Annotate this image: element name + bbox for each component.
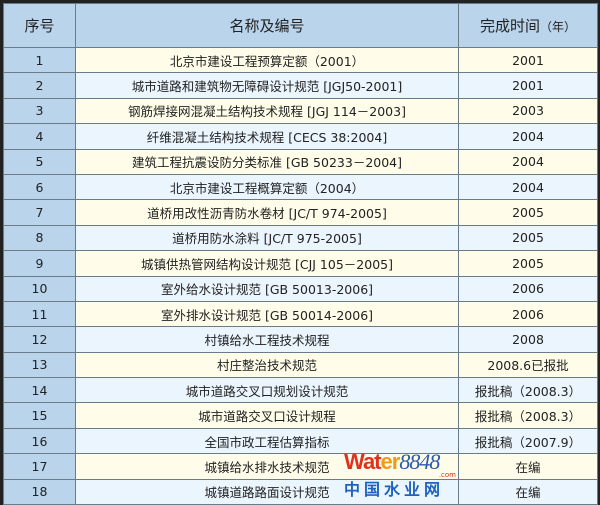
cell-name: 城市道路交叉口规划设计规范 (75, 377, 459, 404)
cell-name: 城市道路交叉口设计规程 (75, 402, 459, 429)
table-row: 2 城市道路和建筑物无障碍设计规范 [JGJ50-2001] 2001 (3, 72, 598, 99)
cell-name: 室外排水设计规范 [GB 50014-2006] (75, 300, 459, 328)
cell-no: 9 (3, 250, 76, 277)
cell-time: 2001 (458, 46, 598, 74)
cell-name: 城镇供热管网结构设计规范 [CJJ 105－2005] (75, 250, 459, 277)
cell-name: 纤维混凝土结构技术规程 [CECS 38:2004] (75, 123, 459, 150)
cell-no: 15 (3, 402, 76, 429)
cell-name: 建筑工程抗震设防分类标准 [GB 50233－2004] (75, 148, 459, 175)
cell-time: 2004 (458, 123, 598, 150)
table-row: 14 城市道路交叉口规划设计规范 报批稿（2008.3） (3, 377, 598, 404)
cell-time: 2001 (458, 72, 598, 99)
cell-time: 2004 (458, 173, 598, 201)
cell-time: 在编 (458, 478, 598, 505)
table-row: 17 城镇给水排水技术规范 在编 (3, 453, 598, 480)
cell-no: 7 (3, 199, 76, 226)
cell-no: 14 (3, 377, 76, 404)
table-row: 13 村庄整治技术规范 2008.6已报批 (3, 351, 598, 379)
header-no: 序号 (3, 3, 76, 48)
table-row: 8 道桥用防水涂料 [JC/T 975-2005] 2005 (3, 224, 598, 252)
cell-time: 2005 (458, 224, 598, 252)
cell-name: 道桥用防水涂料 [JC/T 975-2005] (75, 224, 459, 252)
cell-no: 2 (3, 72, 76, 99)
cell-no: 8 (3, 224, 76, 252)
cell-no: 4 (3, 123, 76, 150)
header-name: 名称及编号 (75, 3, 459, 48)
table-row: 9 城镇供热管网结构设计规范 [CJJ 105－2005] 2005 (3, 250, 598, 277)
cell-no: 12 (3, 326, 76, 353)
table-row: 15 城市道路交叉口设计规程 报批稿（2008.3） (3, 402, 598, 429)
cell-time: 在编 (458, 453, 598, 480)
cell-time: 2004 (458, 148, 598, 175)
table-row: 3 钢筋焊接网混凝土结构技术规程 [JGJ 114－2003] 2003 (3, 97, 598, 125)
cell-name: 北京市建设工程预算定额（2001） (75, 46, 459, 74)
cell-time: 2006 (458, 275, 598, 302)
table-row: 18 城镇道路路面设计规范 在编 (3, 478, 598, 505)
header-time: 完成时间（年） (458, 3, 598, 48)
table-row: 11 室外排水设计规范 [GB 50014-2006] 2006 (3, 300, 598, 328)
cell-no: 1 (3, 46, 76, 74)
cell-name: 全国市政工程估算指标 (75, 427, 459, 455)
cell-no: 13 (3, 351, 76, 379)
cell-time: 报批稿（2007.9） (458, 427, 598, 455)
cell-time: 2008.6已报批 (458, 351, 598, 379)
table-row: 1 北京市建设工程预算定额（2001） 2001 (3, 46, 598, 74)
table-row: 16 全国市政工程估算指标 报批稿（2007.9） (3, 427, 598, 455)
table-row: 7 道桥用改性沥青防水卷材 [JC/T 974-2005] 2005 (3, 199, 598, 226)
table-row: 10 室外给水设计规范 [GB 50013-2006] 2006 (3, 275, 598, 302)
table-row: 6 北京市建设工程概算定额（2004） 2004 (3, 173, 598, 201)
cell-name: 道桥用改性沥青防水卷材 [JC/T 974-2005] (75, 199, 459, 226)
cell-name: 城市道路和建筑物无障碍设计规范 [JGJ50-2001] (75, 72, 459, 99)
cell-name: 村镇给水工程技术规程 (75, 326, 459, 353)
cell-no: 18 (3, 478, 76, 505)
cell-no: 16 (3, 427, 76, 455)
cell-no: 11 (3, 300, 76, 328)
cell-name: 室外给水设计规范 [GB 50013-2006] (75, 275, 459, 302)
cell-name: 村庄整治技术规范 (75, 351, 459, 379)
cell-name: 北京市建设工程概算定额（2004） (75, 173, 459, 201)
cell-time: 2006 (458, 300, 598, 328)
cell-no: 3 (3, 97, 76, 125)
cell-time: 报批稿（2008.3） (458, 402, 598, 429)
cell-time: 2005 (458, 199, 598, 226)
header-time-label: 完成时间 (479, 17, 540, 35)
standards-table: 序号 名称及编号 完成时间（年） 1 北京市建设工程预算定额（2001） 2001 2… (3, 3, 598, 505)
cell-no: 6 (3, 173, 76, 201)
cell-time: 2008 (458, 326, 598, 353)
standards-table-frame: 序号 名称及编号 完成时间（年） 1 北京市建设工程预算定额（2001） 2001 2… (3, 3, 598, 505)
cell-time: 2003 (458, 97, 598, 125)
cell-time: 报批稿（2008.3） (458, 377, 598, 404)
table-row: 12 村镇给水工程技术规程 2008 (3, 326, 598, 353)
table-header-row: 序号 名称及编号 完成时间（年） (3, 3, 598, 48)
cell-no: 5 (3, 148, 76, 175)
cell-name: 城镇给水排水技术规范 (75, 453, 459, 480)
cell-name: 钢筋焊接网混凝土结构技术规程 [JGJ 114－2003] (75, 97, 459, 125)
table-row: 4 纤维混凝土结构技术规程 [CECS 38:2004] 2004 (3, 123, 598, 150)
table-row: 5 建筑工程抗震设防分类标准 [GB 50233－2004] 2004 (3, 148, 598, 175)
cell-time: 2005 (458, 250, 598, 277)
cell-name: 城镇道路路面设计规范 (75, 478, 459, 505)
header-time-unit: （年） (540, 20, 577, 34)
cell-no: 17 (3, 453, 76, 480)
cell-no: 10 (3, 275, 76, 302)
